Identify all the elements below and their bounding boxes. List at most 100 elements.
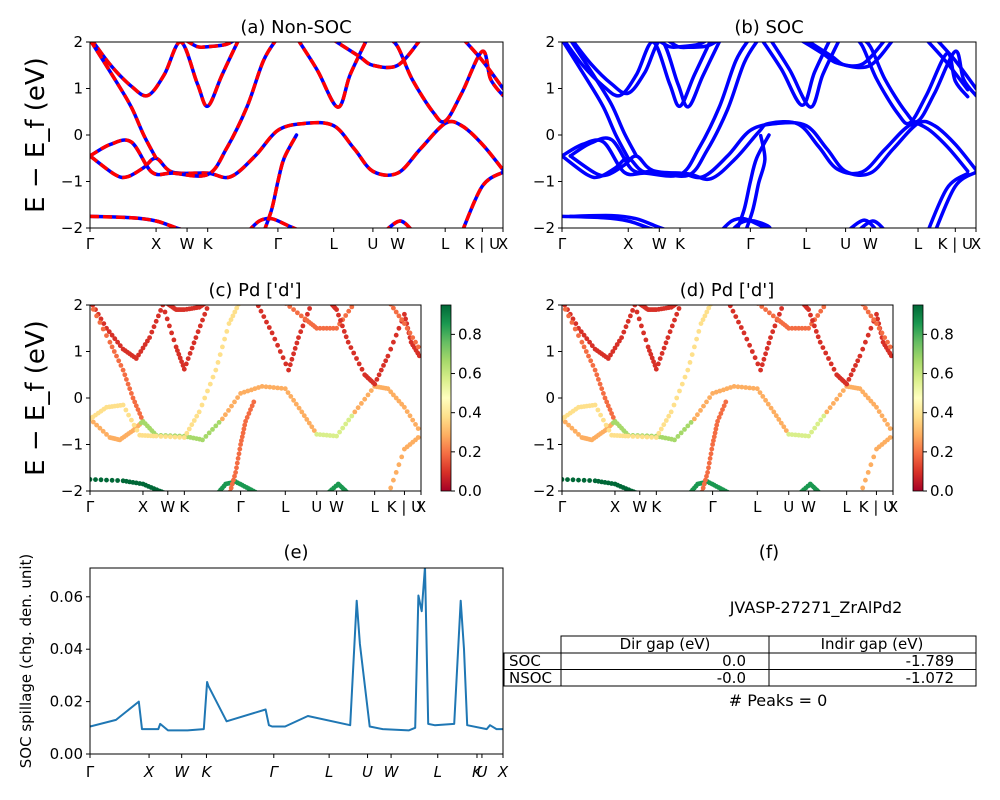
projection-point xyxy=(694,336,699,342)
projection-point xyxy=(256,385,261,390)
band-dash-5 xyxy=(297,42,368,109)
projection-point xyxy=(573,321,579,326)
projection-point xyxy=(863,392,868,398)
projection-point xyxy=(634,309,640,315)
projection-point xyxy=(871,401,877,407)
projection-point xyxy=(848,372,854,378)
projection-point xyxy=(238,442,244,447)
panel-c-title: (c) Pd ['d'] xyxy=(208,280,301,301)
projection-point xyxy=(388,485,394,491)
projection-point xyxy=(195,329,201,335)
projection-point xyxy=(649,355,655,361)
x-tick-label: Γ xyxy=(558,235,567,253)
projection-point xyxy=(183,361,189,367)
projection-point xyxy=(607,407,613,412)
projection-point xyxy=(612,345,618,351)
projection-point xyxy=(631,489,636,491)
projection-point xyxy=(562,477,565,482)
projection-point xyxy=(205,305,207,306)
projection-point xyxy=(589,343,595,349)
x-tick-label: X xyxy=(138,498,148,516)
spillage-line xyxy=(90,568,503,732)
projection-point xyxy=(663,418,669,423)
projection-point xyxy=(576,477,581,483)
projection-point xyxy=(230,313,236,319)
projection-point xyxy=(246,411,252,416)
projection-point xyxy=(267,384,273,390)
projection-point xyxy=(90,419,96,425)
projection-point xyxy=(217,352,223,357)
y-tick-label: 2 xyxy=(73,296,83,314)
projection-point xyxy=(227,493,232,498)
projection-point xyxy=(352,409,358,415)
projection-point xyxy=(241,426,247,432)
projection-point xyxy=(233,470,239,475)
projection-point xyxy=(625,433,631,439)
projection-point xyxy=(176,351,182,357)
x-tick-label: K xyxy=(472,763,483,781)
projection-point xyxy=(229,403,234,409)
projection-point xyxy=(196,409,202,415)
projection-point xyxy=(132,399,138,405)
projection-point xyxy=(126,412,131,418)
projection-point xyxy=(638,492,643,497)
projection-point xyxy=(649,434,654,440)
projection-point xyxy=(271,385,277,390)
projection-point xyxy=(327,325,333,331)
projection-point xyxy=(159,489,164,491)
band-dash-9 xyxy=(90,214,183,228)
projection-point xyxy=(614,342,620,347)
projection-point xyxy=(266,325,272,330)
projection-point xyxy=(294,340,300,346)
projection-point xyxy=(713,426,719,432)
projection-point xyxy=(720,407,725,412)
projection-point xyxy=(764,346,770,351)
projection-point xyxy=(770,313,776,319)
x-tick-label: X xyxy=(151,235,161,253)
projection-point xyxy=(640,493,645,498)
projection-point xyxy=(415,426,421,431)
projection-point xyxy=(378,367,384,373)
row-label-nsoc: NSOC xyxy=(509,669,552,687)
soc-dir-gap: 0.0 xyxy=(722,652,746,670)
projection-point xyxy=(393,332,399,338)
projection-point xyxy=(413,339,418,345)
projection-point xyxy=(796,325,802,331)
projection-point xyxy=(887,435,893,440)
projection-point xyxy=(661,422,667,428)
projection-point xyxy=(584,336,590,342)
projection-point xyxy=(181,435,187,440)
projection-point xyxy=(111,349,117,354)
projection-point xyxy=(608,352,613,358)
projection-point xyxy=(771,409,777,415)
projection-point xyxy=(125,381,131,387)
x-tick-label: W xyxy=(384,763,400,781)
projection-point xyxy=(679,381,685,387)
x-tick-label: W xyxy=(390,235,405,253)
projection-point xyxy=(163,434,169,439)
projection-point xyxy=(123,407,129,413)
x-tick-label: L xyxy=(441,235,450,253)
projection-point xyxy=(151,324,157,330)
projection-point xyxy=(289,356,295,362)
projection-point xyxy=(232,473,237,479)
projection-point xyxy=(685,367,691,373)
projection-point xyxy=(779,306,784,311)
projection-point xyxy=(808,312,813,318)
projection-point xyxy=(391,392,396,398)
colorbar-tick-label: 0.0 xyxy=(930,482,954,500)
projection-point xyxy=(572,326,578,332)
projection-point xyxy=(365,392,371,398)
projection-point xyxy=(704,399,709,405)
projection-point xyxy=(100,428,106,434)
x-tick-label: X xyxy=(888,498,898,516)
projection-point xyxy=(768,335,773,340)
projection-point xyxy=(560,298,565,303)
projection-point xyxy=(130,395,136,401)
y-tick-label: −2 xyxy=(61,219,83,237)
projection-point xyxy=(581,477,587,483)
projection-point xyxy=(136,352,141,358)
projection-point xyxy=(806,433,811,439)
projection-point xyxy=(698,408,703,413)
projection-point xyxy=(853,363,858,368)
